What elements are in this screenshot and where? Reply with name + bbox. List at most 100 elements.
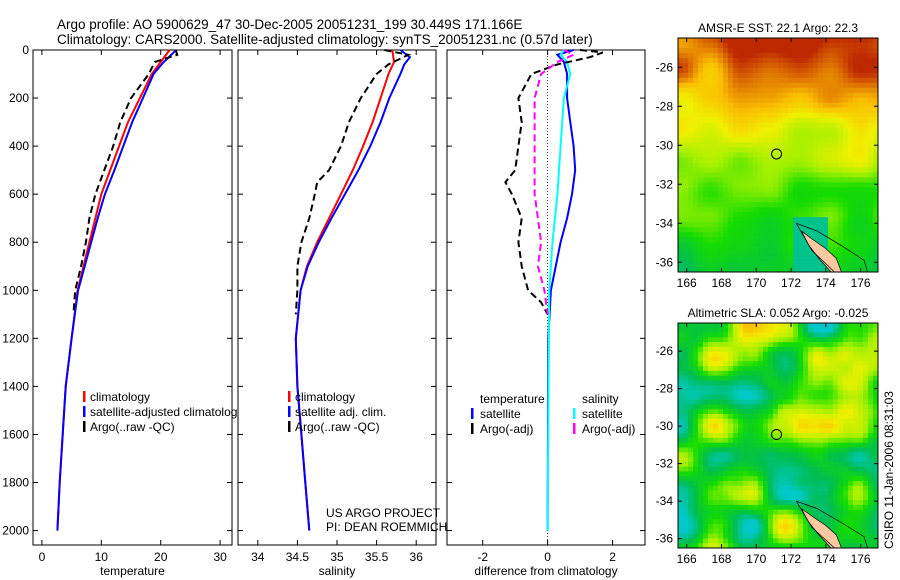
map-cell bbox=[723, 227, 729, 233]
map-cell bbox=[768, 476, 774, 482]
map-cell bbox=[813, 62, 819, 69]
map-cell bbox=[708, 137, 714, 143]
map-cell bbox=[803, 52, 809, 59]
map-cell bbox=[688, 476, 694, 482]
map-cell bbox=[778, 413, 784, 420]
map-cell bbox=[738, 500, 744, 506]
map-cell bbox=[818, 187, 824, 193]
map-cell bbox=[773, 267, 779, 273]
map-cell bbox=[773, 262, 779, 268]
map-cell bbox=[698, 212, 704, 218]
map-cell bbox=[828, 82, 834, 89]
map-cell bbox=[778, 167, 784, 173]
map-cell bbox=[703, 519, 709, 525]
map-cell bbox=[758, 337, 764, 343]
map-cell bbox=[808, 356, 814, 362]
map-cell bbox=[868, 346, 874, 353]
map-cell bbox=[813, 332, 819, 338]
map-cell bbox=[683, 327, 689, 333]
map-cell bbox=[803, 361, 809, 367]
map-cell bbox=[713, 222, 719, 228]
map-cell bbox=[803, 137, 809, 143]
x-tick-label: 34.5 bbox=[286, 550, 310, 564]
map-cell bbox=[708, 192, 714, 198]
map-cell bbox=[733, 167, 739, 173]
map-cell bbox=[863, 466, 869, 472]
map-cell bbox=[848, 262, 854, 268]
map-cell bbox=[728, 457, 734, 463]
map-cell bbox=[748, 182, 754, 188]
map-cell bbox=[723, 247, 729, 253]
map-cell bbox=[748, 366, 754, 372]
map-cell bbox=[763, 423, 769, 429]
map-cell bbox=[768, 252, 774, 258]
map-cell bbox=[858, 92, 864, 99]
map-cell bbox=[828, 187, 834, 193]
map-cell bbox=[863, 102, 869, 108]
map-cell bbox=[848, 122, 854, 128]
map-cell bbox=[723, 351, 729, 357]
map-cell bbox=[688, 157, 694, 163]
map-cell bbox=[733, 337, 739, 343]
map-cell bbox=[818, 212, 824, 218]
map-cell bbox=[788, 252, 794, 258]
map-cell bbox=[688, 162, 694, 168]
map-cell bbox=[703, 167, 709, 173]
map-cell bbox=[783, 461, 789, 467]
map-cell bbox=[838, 202, 844, 208]
map-cell bbox=[823, 366, 829, 372]
map-cell bbox=[848, 490, 854, 496]
map-cell bbox=[758, 202, 764, 208]
map-cell bbox=[853, 385, 859, 391]
map-cell bbox=[818, 147, 824, 153]
map-cell bbox=[698, 385, 704, 391]
map-cell bbox=[763, 385, 769, 391]
map-cell bbox=[868, 490, 874, 496]
map-cell bbox=[728, 461, 734, 467]
map-cell bbox=[723, 42, 729, 49]
map-cell bbox=[788, 237, 794, 243]
map-cell bbox=[683, 504, 689, 510]
map-cell bbox=[678, 157, 684, 163]
map-cell bbox=[763, 267, 769, 273]
map-cell bbox=[773, 222, 779, 228]
map-cell bbox=[778, 132, 784, 138]
map-cell bbox=[743, 461, 749, 467]
map-cell bbox=[733, 504, 739, 510]
map-cell bbox=[843, 197, 849, 203]
map-cell bbox=[848, 337, 854, 343]
map-cell bbox=[678, 327, 684, 333]
map-cell bbox=[793, 356, 799, 362]
map-cell bbox=[793, 524, 799, 530]
map-cell bbox=[708, 117, 714, 123]
map-cell bbox=[698, 192, 704, 198]
map-cell bbox=[873, 418, 879, 424]
map-cell bbox=[678, 162, 684, 168]
map-cell bbox=[723, 418, 729, 424]
map-cell bbox=[748, 476, 754, 482]
map-cell bbox=[688, 466, 694, 472]
map-cell bbox=[783, 137, 789, 143]
map-cell bbox=[798, 452, 804, 458]
map-cell bbox=[753, 476, 759, 482]
map-cell bbox=[858, 447, 864, 453]
map-cell bbox=[733, 356, 739, 362]
map-cell bbox=[793, 394, 799, 400]
map-cell bbox=[783, 514, 789, 520]
map-cell bbox=[718, 202, 724, 208]
map-cell bbox=[693, 351, 699, 357]
map-cell bbox=[758, 504, 764, 510]
map-cell bbox=[833, 127, 839, 133]
map-cell bbox=[828, 433, 834, 439]
map-cell bbox=[773, 466, 779, 472]
map-cell bbox=[823, 217, 829, 223]
map-cell bbox=[728, 428, 734, 434]
map-cell bbox=[823, 67, 829, 74]
y-tick-label: -32 bbox=[656, 457, 674, 471]
map-cell bbox=[858, 394, 864, 400]
map-cell bbox=[698, 42, 704, 49]
map-cell bbox=[773, 187, 779, 193]
map-cell bbox=[853, 380, 859, 386]
map-cell bbox=[758, 466, 764, 472]
map-cell bbox=[843, 442, 849, 448]
